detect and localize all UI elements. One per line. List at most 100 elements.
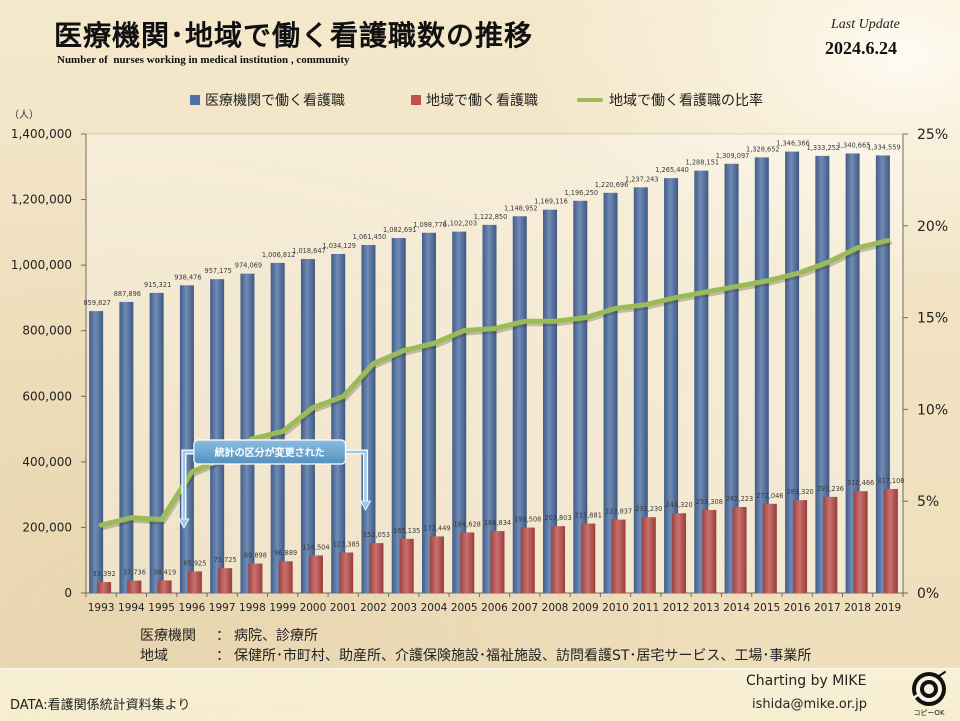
x-tick-label: 2010 [602,602,629,614]
y2-tick-label: 20% [917,219,948,235]
bar-community-2004 [430,536,444,593]
bar-label-community-1996: 65,925 [183,559,206,567]
bar-label-community-2004: 172,449 [423,524,450,532]
y-tick-label: 1,000,000 [11,258,72,272]
y-tick-label: 1,400,000 [11,127,72,141]
bar-community-2010 [612,520,626,593]
page-title: 医療機関･地域で働く看護職数の推移 [54,14,533,54]
bar-label-medical-2006: 1,122,850 [474,213,508,221]
bar-label-medical-2015: 1,328,652 [746,145,780,153]
bar-community-2002 [369,543,383,593]
bar-label-medical-1996: 938,476 [174,273,201,281]
x-tick-label: 2014 [723,602,750,614]
bar-community-1999 [279,561,293,593]
x-tick-label: 2005 [451,602,478,614]
bar-label-medical-2009: 1,196,250 [564,189,598,197]
bar-label-community-2000: 114,504 [302,543,329,551]
note-separator: ： [212,646,234,666]
bar-community-1996 [188,571,202,593]
bar-community-2019 [884,489,898,593]
copy-ok-logo: コピーOK [905,670,953,718]
x-tick-label: 2012 [663,602,690,614]
bar-label-medical-2011: 1,237,243 [625,175,659,183]
bar-community-1993 [97,582,111,593]
last-update-date: 2024.6.24 [825,38,897,59]
bar-label-community-2010: 223,837 [605,508,632,516]
last-update-label: Last Update [831,17,900,33]
bar-label-community-2008: 203,803 [544,514,571,522]
contact-email: ishida@mike.or.jp [752,697,867,712]
chart-subtitle: Number of nurses working in medical inst… [57,54,350,66]
x-tick-label: 2008 [542,602,569,614]
bar-label-medical-1994: 887,896 [114,290,141,298]
copy-ok-logo-text: コピーOK [905,708,953,718]
y-tick-label: 1,200,000 [11,193,72,207]
bar-community-2005 [460,532,474,593]
x-tick-label: 1998 [239,602,266,614]
x-tick-label: 2003 [390,602,417,614]
bar-community-2017 [823,497,837,593]
x-tick-label: 2002 [360,602,387,614]
bar-community-2014 [733,507,747,593]
bar-label-community-2012: 243,320 [665,501,692,509]
bar-label-medical-2003: 1,082,691 [383,226,417,234]
bar-label-community-2003: 165,135 [393,527,420,535]
y-tick-label: 600,000 [22,389,72,403]
note-term: 地域 [140,646,212,666]
x-tick-label: 2017 [814,602,841,614]
note-text: 保健所･市町村、助産所、介護保険施設･福祉施設、訪問看護ST･居宅サービス、工場… [234,648,811,664]
bar-community-1998 [248,564,262,593]
bar-community-2012 [672,513,686,593]
category-notes: 医療機関：病院、診療所 地域：保健所･市町村、助産所、介護保険施設･福祉施設、訪… [140,626,811,666]
legend-item-community: 地域で働く看護職 [411,91,538,109]
bar-community-2015 [763,504,777,593]
bar-label-medical-2019: 1,334,559 [867,143,901,151]
x-tick-label: 2018 [844,602,871,614]
legend-swatch-medical [190,95,200,105]
y-tick-label: 400,000 [22,455,72,469]
bar-medical-1999 [271,263,285,593]
bar-label-medical-2012: 1,265,440 [655,166,689,174]
x-tick-label: 1994 [118,602,145,614]
x-tick-label: 1997 [209,602,236,614]
note-text: 病院、診療所 [234,628,318,644]
bar-label-medical-2016: 1,346,366 [776,140,810,148]
bar-label-community-2002: 152,053 [363,531,390,539]
bar-label-community-2006: 188,834 [484,519,511,527]
bar-label-community-1999: 96,889 [274,549,297,557]
x-tick-label: 1999 [269,602,296,614]
bar-label-medical-2002: 1,061,450 [353,233,387,241]
legend-label-ratio: 地域で働く看護職の比率 [609,90,763,110]
bar-label-medical-2017: 1,333,252 [807,144,841,152]
bar-community-2003 [400,539,414,593]
y-tick-label: 200,000 [22,520,72,534]
bar-label-community-2001: 123,385 [333,541,360,549]
x-tick-label: 2011 [632,602,659,614]
bar-label-medical-2018: 1,340,665 [837,141,871,149]
note-community: 地域：保健所･市町村、助産所、介護保険施設･福祉施設、訪問看護ST･居宅サービス… [140,646,811,666]
x-tick-label: 2006 [481,602,508,614]
bar-label-medical-2004: 1,098,776 [413,221,447,229]
bar-label-community-2007: 199,508 [514,516,541,524]
bar-medical-1998 [240,274,254,593]
bar-label-community-2014: 262,223 [726,495,753,503]
x-tick-label: 1995 [148,602,175,614]
bar-label-community-1998: 89,898 [244,552,267,560]
x-tick-label: 2013 [693,602,720,614]
y2-tick-label: 25% [917,127,948,143]
credit: Charting by MIKE [746,673,866,689]
legend-label-community: 地域で働く看護職 [426,90,538,110]
bar-label-medical-2001: 1,034,129 [322,242,356,250]
copy-ok-logo-icon [905,670,953,710]
bar-community-2007 [521,528,535,593]
bar-community-2018 [854,491,868,593]
legend-swatch-ratio [577,98,603,102]
bar-medical-1994 [119,302,133,593]
note-medical: 医療機関：病院、診療所 [140,626,811,646]
bar-community-2009 [581,524,595,593]
bar-community-2016 [793,500,807,593]
x-tick-label: 2016 [784,602,811,614]
data-source: DATA:看護関係統計資料集より [10,694,190,713]
bar-medical-1995 [150,293,164,593]
note-term: 医療機関 [140,626,212,646]
